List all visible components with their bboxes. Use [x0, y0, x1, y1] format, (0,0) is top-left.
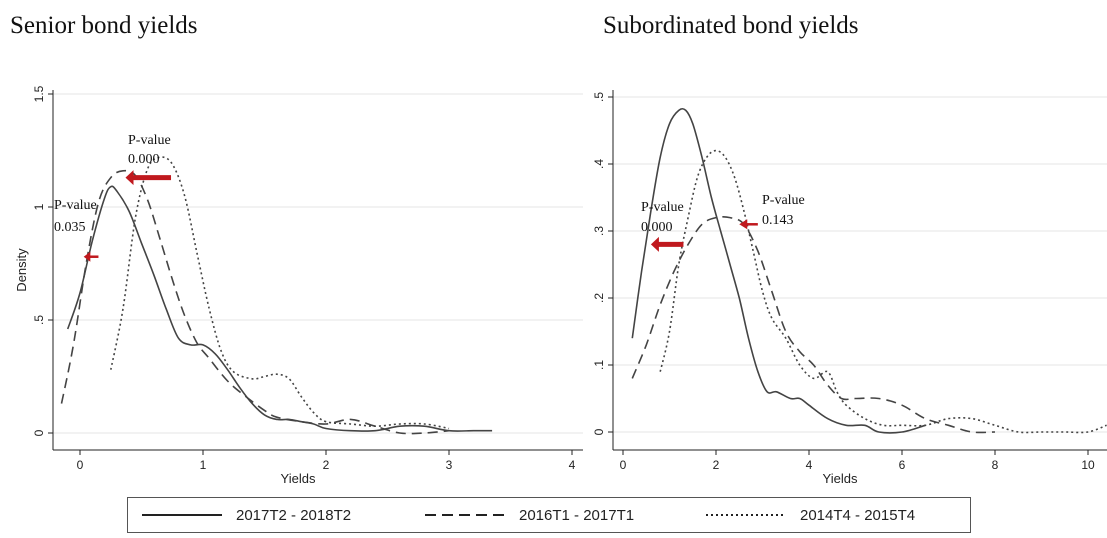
x-tick-label: 3	[446, 458, 453, 472]
legend-dashed-line-icon	[425, 514, 505, 516]
series-line-solid	[631, 107, 926, 434]
x-tick-label: 2	[323, 458, 330, 472]
p-value-number: 0.035	[54, 220, 86, 235]
y-tick-label: .1	[592, 360, 606, 370]
y-tick-label: 1.5	[32, 85, 46, 102]
legend-label: 2016T1 - 2017T1	[519, 506, 635, 524]
series-line-dashed	[60, 169, 450, 435]
p-value-label: P-value	[128, 133, 171, 148]
y-tick-label: .5	[592, 92, 606, 102]
p-value-label: P-value	[641, 200, 684, 215]
x-tick-label: 6	[899, 458, 906, 472]
series-line-dotted	[110, 156, 450, 430]
p-value-number: 0.000	[128, 152, 160, 167]
p-value-arrow-head	[739, 219, 748, 230]
x-tick-label: 0	[620, 458, 627, 472]
legend-item-solid: 2017T2 - 2018T2	[142, 498, 351, 532]
legend-item-dashed: 2016T1 - 2017T1	[425, 498, 634, 532]
x-tick-label: 1	[200, 458, 207, 472]
y-tick-label: .3	[592, 226, 606, 236]
p-value-arrow-head	[650, 236, 659, 252]
p-value-label: P-value	[762, 193, 805, 208]
legend-solid-line-icon	[142, 514, 222, 516]
y-tick-label: 0	[592, 428, 606, 435]
legend-label: 2014T4 - 2015T4	[800, 506, 916, 524]
legend-dotted-line-icon	[706, 514, 786, 516]
legend-label: 2017T2 - 2018T2	[236, 506, 352, 524]
x-tick-label: 4	[806, 458, 813, 472]
y-axis-label: Density	[14, 248, 29, 292]
y-tick-label: .5	[32, 315, 46, 325]
p-value-arrow-head	[125, 170, 134, 186]
p-value-arrow-head	[83, 251, 91, 262]
x-axis-label: Yields	[281, 471, 316, 486]
subordinated-chart-title: Subordinated bond yields	[603, 12, 859, 39]
p-value-number: 0.143	[762, 213, 794, 228]
p-value-label: P-value	[54, 198, 97, 213]
x-tick-label: 4	[569, 458, 576, 472]
x-tick-label: 8	[992, 458, 999, 472]
p-value-number: 0.000	[641, 220, 673, 235]
x-tick-label: 0	[77, 458, 84, 472]
y-tick-label: .4	[592, 159, 606, 169]
chart-legend: 2017T2 - 2018T2 2016T1 - 2017T1 2014T4 -…	[127, 497, 971, 533]
y-tick-label: 0	[32, 429, 46, 436]
y-tick-label: 1	[32, 203, 46, 210]
y-tick-label: .2	[592, 293, 606, 303]
x-tick-label: 10	[1081, 458, 1095, 472]
series-line-dashed	[631, 215, 996, 434]
senior-chart-title: Senior bond yields	[10, 12, 198, 39]
legend-item-dotted: 2014T4 - 2015T4	[706, 498, 915, 532]
x-axis-label: Yields	[823, 471, 858, 486]
series-line-dotted	[659, 149, 1107, 434]
series-line-solid	[66, 185, 493, 432]
x-tick-label: 2	[713, 458, 720, 472]
